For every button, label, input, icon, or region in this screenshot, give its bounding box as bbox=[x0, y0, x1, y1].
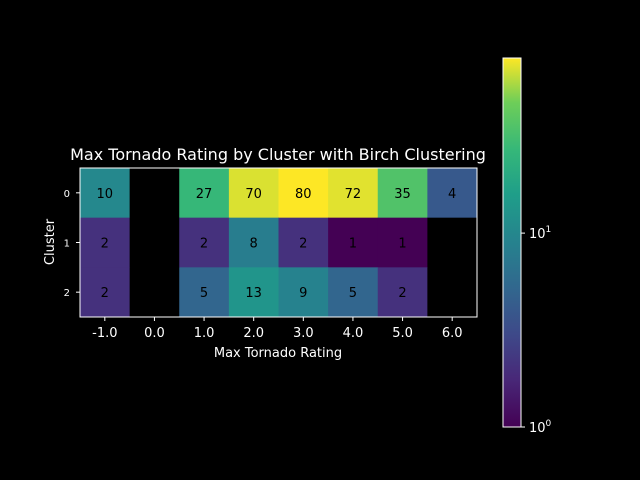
x-tick-label: 3.0 bbox=[293, 326, 314, 341]
heatmap-cell bbox=[377, 168, 428, 219]
cell-value-label: 27 bbox=[196, 187, 213, 202]
cell-value-label: 2 bbox=[398, 286, 406, 301]
cell-value-label: 9 bbox=[299, 286, 307, 301]
cell-value-label: 5 bbox=[200, 286, 208, 301]
cell-value-label: 2 bbox=[101, 286, 109, 301]
heatmap-cell bbox=[80, 217, 131, 268]
heatmap-cells: 10 27 70 80 72 35 4 2 2 8 2 1 1 2 5 13 9 5 2 bbox=[80, 168, 478, 318]
heatmap-cell bbox=[179, 168, 230, 219]
cell-value-label: 8 bbox=[250, 237, 258, 252]
cell-value-label: 2 bbox=[299, 237, 307, 252]
colorbar-tick-label: 100 bbox=[529, 419, 552, 436]
y-axis-label: Cluster bbox=[43, 218, 58, 265]
cell-value-label: 2 bbox=[200, 237, 208, 252]
cell-value-label: 2 bbox=[101, 237, 109, 252]
x-tick-label: 2.0 bbox=[243, 326, 264, 341]
cell-value-label: 1 bbox=[349, 237, 357, 252]
heatmap-cell bbox=[328, 217, 379, 268]
heatmap-cell bbox=[377, 217, 428, 268]
heatmap-cell bbox=[129, 267, 180, 318]
cell-value-label: 1 bbox=[398, 237, 406, 252]
colorbar-gradient bbox=[502, 57, 522, 428]
cell-value-label: 5 bbox=[349, 286, 357, 301]
colorbar-tick-label: 101 bbox=[529, 225, 551, 242]
x-axis-label: Max Tornado Rating bbox=[214, 346, 342, 361]
heatmap-cell bbox=[427, 217, 478, 268]
x-tick-label: 6.0 bbox=[442, 326, 463, 341]
heatmap-cell bbox=[328, 267, 379, 318]
x-tick-label: 1.0 bbox=[194, 326, 215, 341]
x-tick-label: 4.0 bbox=[343, 326, 364, 341]
cell-value-label: 70 bbox=[245, 187, 262, 202]
heatmap-cell bbox=[377, 267, 428, 318]
heatmap-cell bbox=[228, 217, 279, 268]
heatmap-cell bbox=[427, 267, 478, 318]
x-tick-label: 5.0 bbox=[392, 326, 413, 341]
cell-value-label: 13 bbox=[245, 286, 262, 301]
x-axis: -1.0 0.0 1.0 2.0 3.0 4.0 5.0 6.0 bbox=[92, 317, 463, 341]
heatmap-cell bbox=[80, 267, 131, 318]
heatmap-cell bbox=[179, 217, 230, 268]
y-tick-label: 2 bbox=[64, 288, 70, 299]
heatmap-cell bbox=[80, 168, 131, 219]
x-tick-label: 0.0 bbox=[144, 326, 165, 341]
heatmap-cell bbox=[228, 267, 279, 318]
heatmap-cell bbox=[129, 168, 180, 219]
cell-value-label: 10 bbox=[97, 187, 114, 202]
heatmap-cell bbox=[129, 217, 180, 268]
cell-value-label: 4 bbox=[448, 187, 456, 202]
heatmap-cell bbox=[278, 217, 329, 268]
heatmap-cell bbox=[427, 168, 478, 219]
y-axis: 0 1 2 bbox=[64, 189, 80, 299]
heatmap-cell bbox=[278, 168, 329, 219]
y-tick-label: 1 bbox=[64, 239, 70, 250]
cell-value-label: 72 bbox=[345, 187, 362, 202]
chart-title: Max Tornado Rating by Cluster with Birch… bbox=[70, 145, 486, 164]
cell-value-label: 80 bbox=[295, 187, 312, 202]
colorbar-ticks: 100 101 bbox=[521, 225, 552, 436]
heatmap-cell bbox=[179, 267, 230, 318]
heatmap-cell bbox=[278, 267, 329, 318]
heatmap-cell bbox=[328, 168, 379, 219]
cell-value-label: 35 bbox=[394, 187, 411, 202]
y-tick-label: 0 bbox=[64, 189, 70, 200]
x-tick-label: -1.0 bbox=[92, 326, 117, 341]
heatmap-cell bbox=[228, 168, 279, 219]
colorbar: 100 101 bbox=[502, 57, 552, 436]
